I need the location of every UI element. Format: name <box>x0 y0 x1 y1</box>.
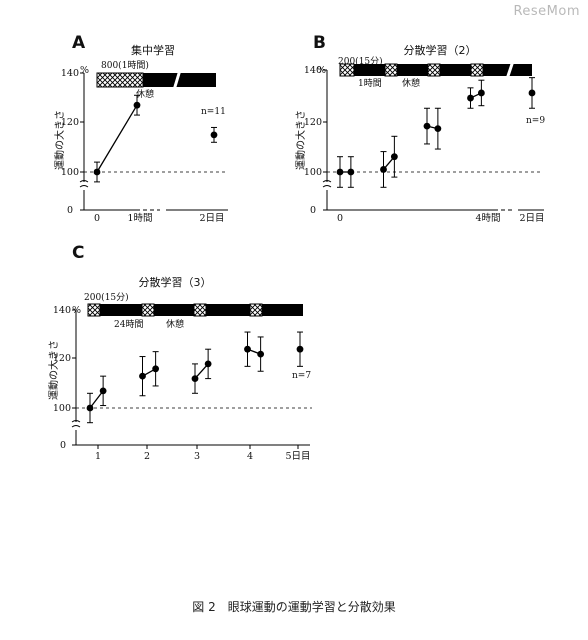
data-point <box>139 372 146 380</box>
panel-b-axis-break <box>322 180 332 188</box>
panel-c-n-label: n=7 <box>292 371 311 381</box>
data-point <box>477 89 485 97</box>
panel-b-label: B <box>313 33 326 53</box>
panel-c-xtick-2: 2 <box>144 451 150 462</box>
panel-c-title: 分散学習（3） <box>139 275 212 289</box>
panel-a: A 集中学習 % 800(1時間) 休憩 運動の大きさ 140 120 100 … <box>53 33 228 224</box>
panel-c-ylabel: 運動の大きさ <box>47 340 60 400</box>
panel-a-ytick-140: 140 <box>61 68 79 79</box>
panel-a-rest-label: 休憩 <box>136 88 154 100</box>
panel-b-ylabel: 運動の大きさ <box>294 110 307 170</box>
panel-c-xtick-3: 3 <box>194 451 200 462</box>
panel-b-title: 分散学習（2） <box>404 43 477 57</box>
panel-b-unit: % <box>317 65 326 76</box>
data-point <box>93 168 101 176</box>
panel-c-xtick-1: 1 <box>95 451 101 462</box>
data-point <box>296 345 304 353</box>
panel-b-xtick-4h: 4時間 <box>475 213 500 224</box>
panel-c-ytick-0: 0 <box>60 440 66 451</box>
panel-b-training-block <box>427 63 441 77</box>
data-point <box>152 365 160 373</box>
panel-a-xtick-day2: 2日目 <box>199 213 224 224</box>
panel-b-rest-label: 休憩 <box>402 77 420 89</box>
panel-c-training-block <box>87 303 101 317</box>
series-line <box>96 104 138 173</box>
panel-b-n-label: n=9 <box>526 116 545 126</box>
panel-c-unit: % <box>72 305 81 316</box>
panel-b-marks <box>336 77 536 188</box>
series-line <box>89 390 104 409</box>
panel-c-sublabel: 24時間 <box>114 319 143 330</box>
panel-b-ytick-0: 0 <box>310 205 316 216</box>
panel-b-ytick-100: 100 <box>304 167 322 178</box>
data-point <box>336 168 344 176</box>
data-point <box>434 125 442 133</box>
panel-b-ytick-140: 140 <box>304 65 322 76</box>
panel-b-bar-break <box>505 60 515 80</box>
panel-c-training-block <box>249 303 263 317</box>
panel-a-label: A <box>72 33 86 53</box>
data-point <box>244 345 251 353</box>
panel-b-ytick-120: 120 <box>304 117 322 128</box>
panel-a-rest-block <box>143 73 216 87</box>
panel-a-marks <box>93 94 218 183</box>
panel-a-ytick-120: 120 <box>61 117 79 128</box>
data-point <box>210 131 218 139</box>
data-point <box>347 168 355 176</box>
panel-c-xtick-day5: 5日目 <box>285 451 310 462</box>
panel-b-bar-label: 200(15分) <box>338 56 383 67</box>
data-point <box>86 404 94 412</box>
data-point <box>528 89 536 97</box>
data-point <box>467 94 474 102</box>
panel-a-ytick-100: 100 <box>61 167 79 178</box>
panel-c: C 分散学習（3） % 200(15分) 24時間 休憩 運動の大きさ 140 … <box>47 243 312 462</box>
data-point <box>423 122 431 130</box>
panel-c-axis-break <box>71 420 81 428</box>
panel-c-xtick-4: 4 <box>247 451 253 462</box>
panel-a-title: 集中学習 <box>131 43 175 57</box>
panel-a-n-label: n=11 <box>201 107 226 117</box>
panel-a-unit: % <box>80 65 89 76</box>
panel-b-training-block <box>384 63 398 77</box>
watermark: ReseMom <box>513 4 580 19</box>
panel-b-sublabel: 1時間 <box>358 78 382 89</box>
panel-c-ytick-120: 120 <box>53 353 71 364</box>
panel-a-axis-break <box>79 180 89 188</box>
data-point <box>257 350 265 358</box>
panel-b-xtick-0: 0 <box>337 213 343 224</box>
panel-c-bar-label: 200(15分) <box>84 292 129 303</box>
panel-b: B 分散学習（2） % 200(15分) 1時間 休憩 運動の大きさ 140 1… <box>294 33 545 224</box>
panel-a-ytick-0: 0 <box>67 205 73 216</box>
panel-b-training-block <box>470 63 484 77</box>
data-point <box>390 153 398 161</box>
panel-a-bar-break <box>172 69 182 91</box>
data-point <box>191 375 199 382</box>
panel-c-ytick-140: 140 <box>53 305 71 316</box>
panel-a-xtick-1h: 1時間 <box>127 213 152 224</box>
panel-c-label: C <box>72 243 84 263</box>
panel-a-bar-label: 800(1時間) <box>101 60 149 71</box>
panel-b-training-block <box>339 63 355 77</box>
panel-c-ytick-100: 100 <box>53 403 71 414</box>
data-point <box>99 387 107 395</box>
data-point <box>204 360 212 368</box>
panel-a-xtick-0: 0 <box>94 213 100 224</box>
panel-c-rest-label: 休憩 <box>166 318 184 330</box>
panel-b-xtick-day2: 2日目 <box>519 213 544 224</box>
panel-a-ylabel: 運動の大きさ <box>53 110 66 170</box>
data-point <box>133 101 141 109</box>
panel-a-training-block <box>96 72 144 88</box>
panel-c-training-block <box>193 303 207 317</box>
panel-c-training-block <box>141 303 155 317</box>
panel-c-marks <box>86 331 304 424</box>
data-point <box>380 166 387 173</box>
figure-caption: 図 2 眼球運動の運動学習と分散効果 <box>192 600 396 614</box>
